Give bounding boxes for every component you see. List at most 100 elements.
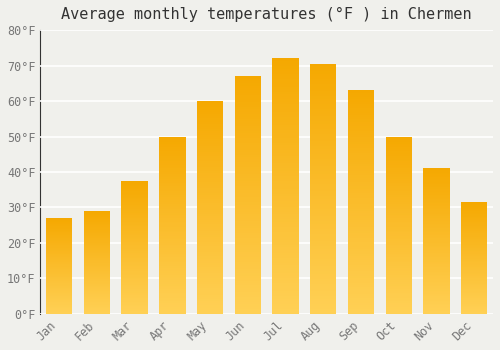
Bar [46, 219, 72, 220]
Bar [197, 165, 224, 167]
Bar [424, 196, 450, 197]
Bar [424, 178, 450, 180]
Bar [310, 299, 336, 301]
Bar [461, 281, 487, 282]
Bar [197, 176, 224, 178]
Bar [461, 210, 487, 211]
Bar [386, 140, 412, 142]
Bar [84, 228, 110, 229]
Bar [197, 180, 224, 182]
Bar [197, 226, 224, 229]
Bar [348, 227, 374, 229]
Bar [386, 154, 412, 156]
Bar [272, 107, 299, 110]
Bar [159, 231, 186, 232]
Bar [46, 245, 72, 246]
Bar [46, 246, 72, 247]
Bar [386, 172, 412, 174]
Bar [272, 150, 299, 153]
Bar [461, 276, 487, 277]
Bar [159, 259, 186, 261]
Bar [386, 202, 412, 204]
Bar [272, 135, 299, 138]
Bar [386, 287, 412, 289]
Bar [386, 259, 412, 261]
Bar [46, 236, 72, 237]
Bar [122, 282, 148, 283]
Bar [234, 212, 261, 214]
Bar [197, 295, 224, 297]
Bar [461, 280, 487, 281]
Bar [159, 206, 186, 208]
Bar [386, 176, 412, 177]
Bar [197, 259, 224, 261]
Bar [84, 249, 110, 250]
Bar [424, 193, 450, 195]
Bar [159, 286, 186, 287]
Bar [122, 208, 148, 209]
Bar [234, 214, 261, 216]
Bar [424, 311, 450, 313]
Bar [46, 252, 72, 253]
Bar [46, 253, 72, 254]
Bar [234, 216, 261, 219]
Bar [461, 224, 487, 226]
Bar [197, 173, 224, 176]
Bar [461, 251, 487, 252]
Bar [84, 248, 110, 249]
Bar [122, 228, 148, 229]
Bar [272, 214, 299, 217]
Bar [461, 213, 487, 215]
Bar [310, 161, 336, 164]
Bar [84, 232, 110, 233]
Bar [461, 208, 487, 209]
Bar [272, 145, 299, 148]
Bar [424, 186, 450, 187]
Bar [310, 81, 336, 84]
Bar [310, 169, 336, 171]
Bar [234, 200, 261, 202]
Bar [272, 184, 299, 186]
Bar [461, 265, 487, 266]
Bar [386, 309, 412, 310]
Bar [461, 231, 487, 232]
Bar [272, 176, 299, 178]
Bar [46, 239, 72, 240]
Bar [46, 241, 72, 242]
Bar [197, 127, 224, 129]
Bar [122, 256, 148, 257]
Bar [159, 225, 186, 227]
Bar [159, 276, 186, 278]
Bar [348, 108, 374, 111]
Bar [84, 313, 110, 314]
Bar [424, 244, 450, 245]
Bar [84, 224, 110, 225]
Bar [272, 143, 299, 145]
Bar [272, 102, 299, 104]
Bar [310, 76, 336, 79]
Bar [46, 263, 72, 264]
Bar [234, 174, 261, 176]
Bar [234, 202, 261, 204]
Bar [122, 279, 148, 281]
Bar [272, 281, 299, 283]
Bar [386, 310, 412, 312]
Bar [197, 150, 224, 152]
Bar [272, 242, 299, 245]
Bar [310, 166, 336, 169]
Bar [197, 203, 224, 205]
Bar [348, 193, 374, 195]
Bar [424, 234, 450, 235]
Bar [84, 222, 110, 223]
Bar [197, 131, 224, 133]
Bar [348, 169, 374, 171]
Bar [461, 238, 487, 239]
Bar [424, 173, 450, 174]
Bar [46, 222, 72, 223]
Bar [234, 231, 261, 233]
Bar [84, 217, 110, 218]
Bar [310, 114, 336, 116]
Bar [348, 240, 374, 242]
Bar [159, 270, 186, 271]
Bar [46, 247, 72, 248]
